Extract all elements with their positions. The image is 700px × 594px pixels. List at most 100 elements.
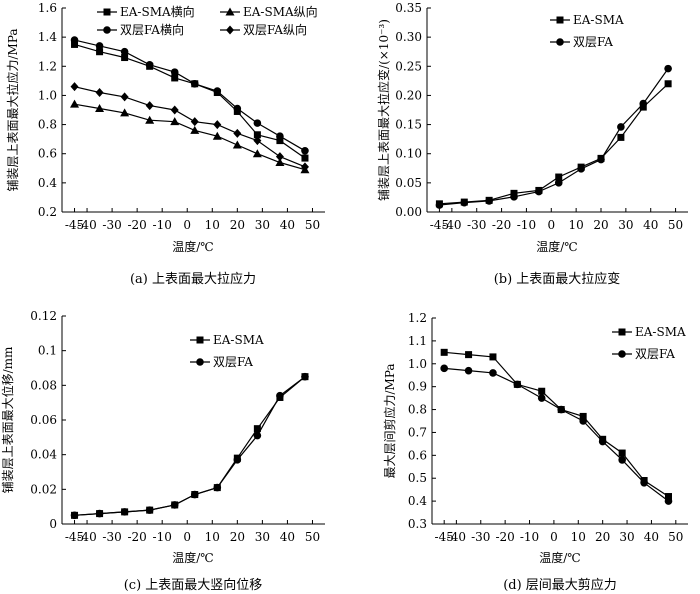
y-tick-label: 0.8	[408, 403, 427, 417]
data-point	[440, 348, 448, 356]
data-point	[579, 412, 587, 420]
x-tick-label: 20	[593, 218, 608, 232]
x-axis-label: 温度/℃	[172, 550, 213, 565]
data-point	[145, 61, 154, 69]
data-point	[190, 79, 199, 88]
x-tick-label: 40	[280, 218, 295, 232]
x-tick-label: 0	[550, 530, 558, 544]
x-tick-label: 20	[230, 218, 245, 232]
legend-marker	[618, 328, 626, 336]
legend-label: 双层FA	[573, 35, 613, 49]
y-tick-label: 1.6	[38, 1, 57, 15]
legend-label: 双层FA横向	[120, 22, 184, 37]
y-tick-label: 0.08	[30, 378, 57, 392]
x-tick-label: 30	[619, 530, 634, 544]
y-tick-label: 0.02	[30, 482, 57, 496]
series-line-0	[74, 43, 306, 159]
legend-marker	[103, 8, 111, 16]
data-point	[190, 117, 199, 127]
data-point	[640, 479, 648, 487]
x-tick-label: 40	[280, 530, 295, 544]
x-axis-label: 温度/℃	[536, 239, 577, 254]
x-tick-label: 40	[644, 530, 659, 544]
x-tick-label: -30	[467, 218, 486, 232]
data-point	[171, 74, 179, 82]
data-point	[70, 36, 79, 44]
y-tick-label: 0.6	[408, 448, 427, 462]
data-point	[489, 369, 497, 377]
data-point	[252, 149, 262, 158]
y-tick-label: 0.3	[408, 517, 427, 531]
data-point	[535, 187, 543, 196]
x-tick-label: -40	[77, 218, 96, 232]
y-tick-label: 0.8	[38, 118, 57, 132]
legend-marker	[225, 7, 235, 16]
y-tick-label: 0	[49, 517, 57, 531]
y-tick-label: 0.10	[395, 147, 422, 161]
series-line-1	[74, 376, 306, 516]
figure-caption: (c) 上表面最大竖向位移	[124, 577, 263, 593]
data-point	[232, 140, 242, 149]
data-point	[120, 108, 130, 117]
legend-marker	[226, 25, 234, 35]
series-line-0	[444, 351, 669, 498]
legend-marker	[556, 16, 564, 24]
legend-label: 双层FA	[635, 347, 675, 361]
data-point	[639, 99, 648, 108]
y-tick-label: 0.06	[30, 413, 57, 427]
data-point	[95, 88, 104, 98]
x-tick-label: -20	[492, 218, 511, 232]
legend-label: EA-SMA	[573, 13, 624, 27]
data-point	[145, 101, 154, 111]
legend-marker	[103, 26, 111, 34]
data-point	[537, 394, 546, 402]
data-point	[95, 509, 104, 518]
figure-caption: (b) 上表面最大拉应变	[494, 271, 621, 287]
y-tick-label: 1.2	[408, 311, 427, 325]
data-point	[435, 201, 444, 209]
data-point	[617, 123, 625, 131]
x-tick-label: -20	[495, 530, 514, 544]
x-tick-label: 10	[205, 218, 220, 232]
data-point	[71, 40, 79, 48]
data-point	[170, 105, 179, 115]
data-point	[120, 92, 129, 102]
x-tick-label: 30	[255, 530, 270, 544]
chart-b: 0.00 0.05 0.10 0.15 0.20 0.25 0.30 0.35 -45-40 -3…	[376, 1, 688, 287]
data-point	[275, 152, 284, 162]
chart-c: 0 0.02 0.04 0.06 0.08 0.1 0.12 -45-40 -30 -20 -10 0…	[0, 309, 325, 593]
series-line-1	[444, 367, 669, 502]
data-point	[170, 68, 179, 76]
data-point	[555, 173, 563, 181]
x-tick-label: -45	[430, 218, 449, 232]
x-tick-label: 50	[668, 530, 683, 544]
y-tick-label: 0.4	[38, 176, 57, 190]
x-tick-label: 10	[571, 530, 586, 544]
data-point	[301, 147, 309, 155]
data-point	[617, 133, 625, 141]
series-line-0	[439, 83, 669, 205]
data-point	[577, 165, 585, 173]
data-point	[145, 506, 154, 514]
y-axis-label: 铺装层上表面最大位移/mm	[0, 346, 15, 493]
x-tick-label: -40	[77, 530, 96, 544]
data-point	[190, 125, 200, 134]
data-point	[70, 99, 80, 108]
x-tick-label: 10	[205, 530, 220, 544]
y-tick-label: 0.15	[395, 118, 422, 132]
y-tick-label: 0.2	[38, 205, 57, 219]
data-point	[120, 47, 129, 56]
data-point	[145, 115, 155, 124]
data-point	[253, 136, 262, 146]
x-axis-label: 温度/℃	[539, 550, 580, 565]
legend-label: 双层FA纵向	[243, 22, 307, 37]
x-tick-label: 0	[183, 530, 191, 544]
data-point	[554, 179, 563, 187]
y-tick-label: 1.0	[408, 357, 427, 371]
data-point	[460, 198, 469, 207]
series-line-2	[74, 103, 306, 171]
data-point	[664, 80, 672, 88]
x-tick-label: -30	[471, 530, 490, 544]
series-line-1	[74, 39, 306, 152]
